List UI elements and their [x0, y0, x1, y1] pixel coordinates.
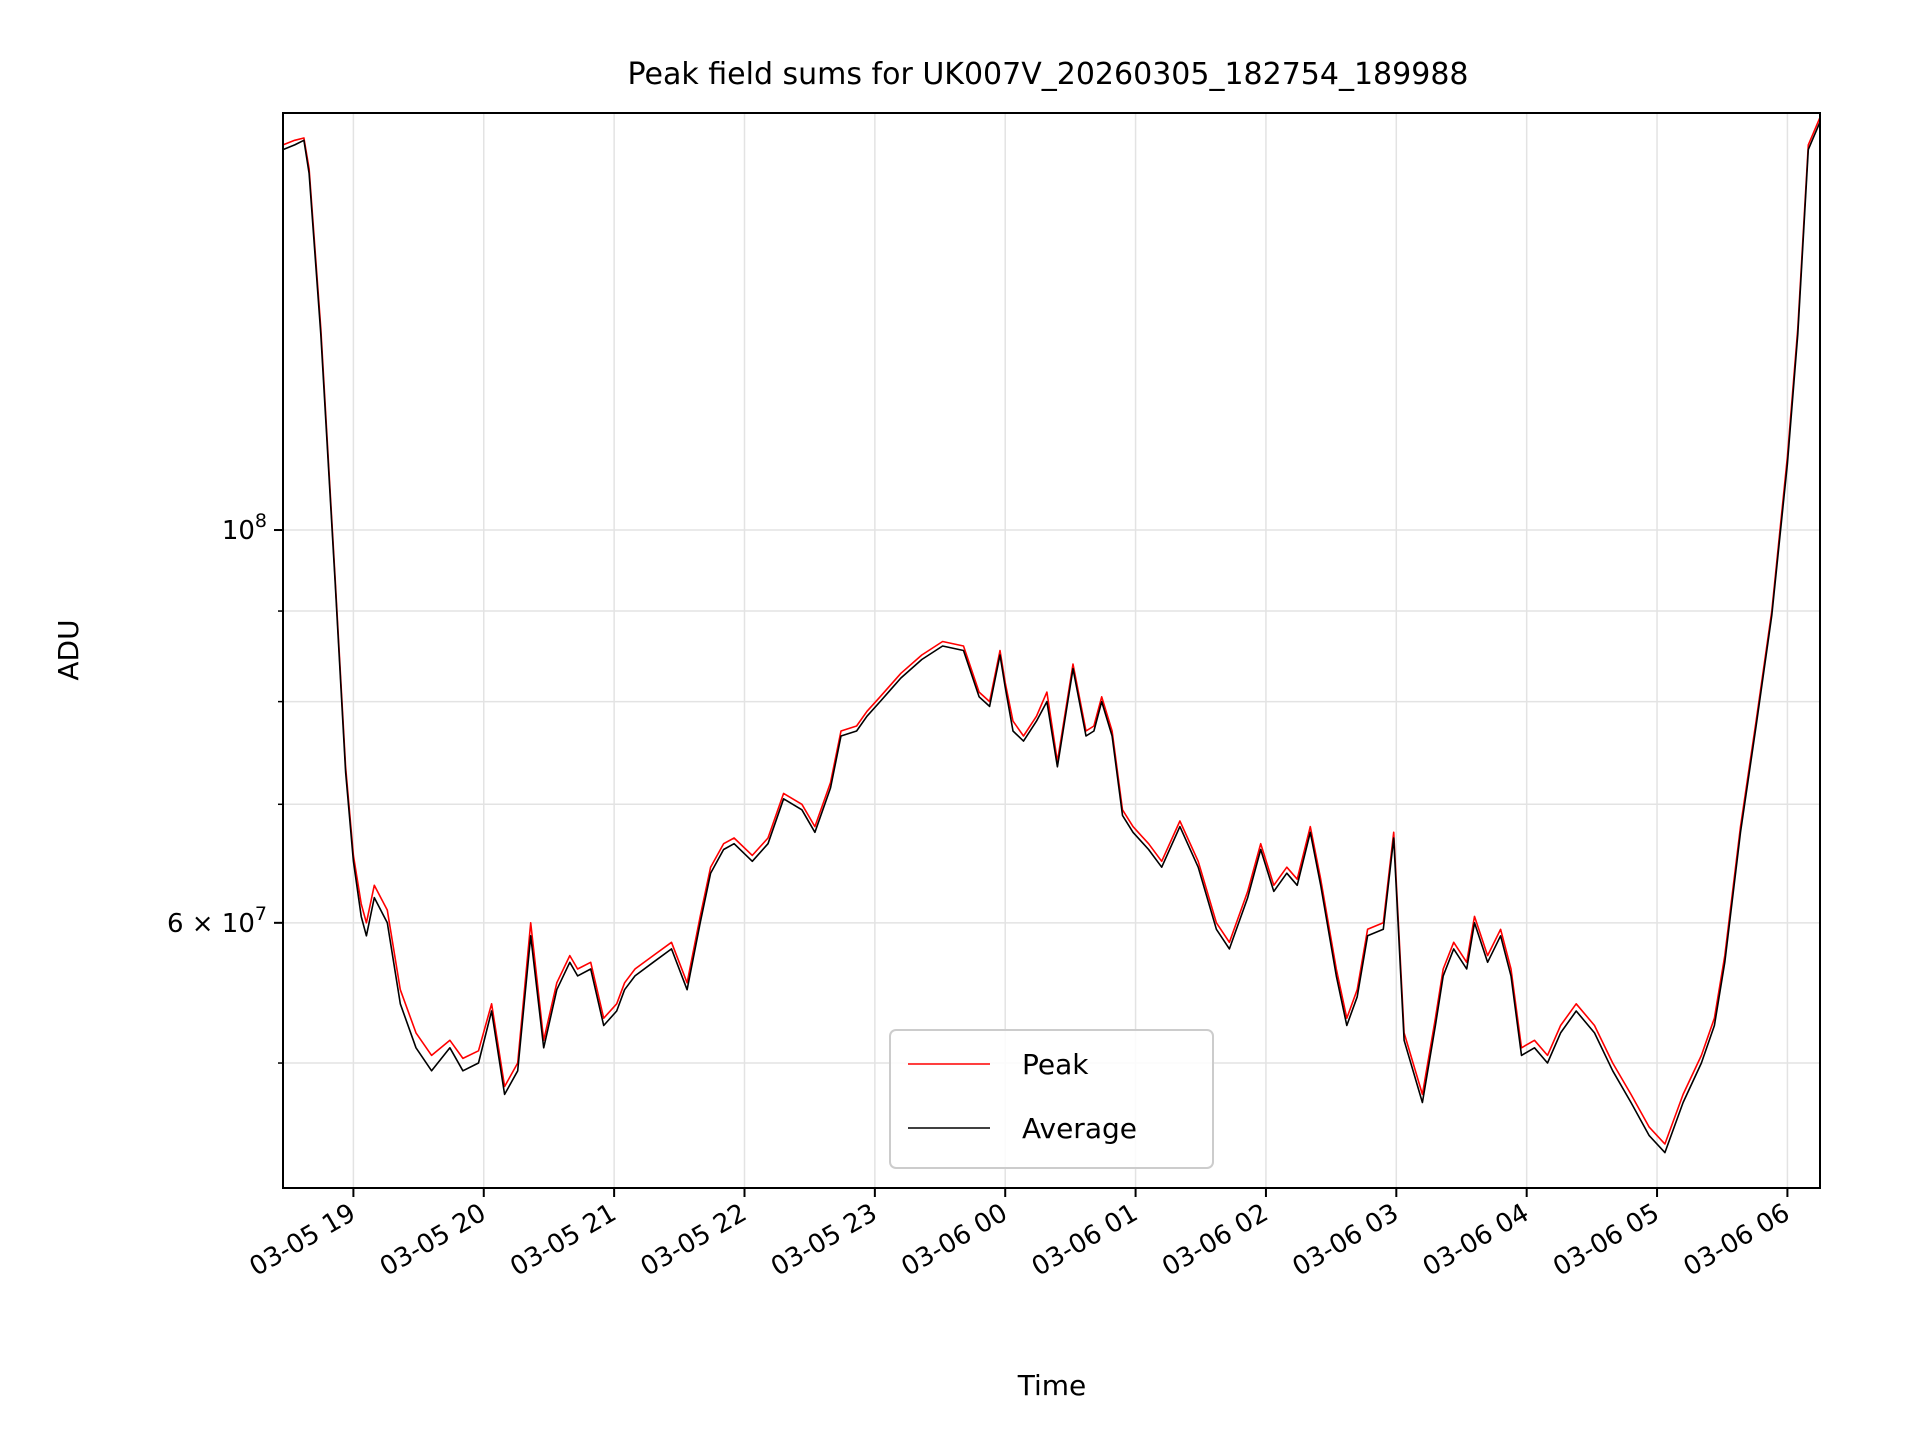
x-tick-label: 03-05 22: [636, 1198, 752, 1282]
x-tick-label: 03-06 00: [896, 1198, 1012, 1282]
x-axis: 03-05 19 03-05 20 03-05 21 03-05 22 03-05 23…: [245, 1188, 1795, 1283]
legend-label-average: Average: [1022, 1112, 1137, 1145]
series-layer: [282, 117, 1821, 1154]
x-axis-label: Time: [1017, 1369, 1087, 1402]
y-tick-label: 108: [222, 510, 267, 546]
x-tick-label: 03-05 21: [505, 1198, 621, 1282]
legend: Peak Average: [889, 1029, 1214, 1169]
y-axis-label: ADU: [52, 619, 85, 680]
x-tick-label: 03-06 06: [1679, 1198, 1795, 1282]
series-line-peak: [282, 117, 1821, 1145]
x-tick-label: 03-06 04: [1418, 1198, 1534, 1282]
x-tick-label: 03-06 02: [1157, 1198, 1273, 1282]
x-tick-label: 03-05 19: [245, 1198, 361, 1282]
x-tick-label: 03-06 01: [1027, 1198, 1143, 1282]
legend-label-peak: Peak: [1022, 1048, 1089, 1081]
x-tick-label: 03-05 20: [375, 1198, 491, 1282]
y-tick-label: 6 × 107: [167, 903, 267, 939]
chart-title: Peak field sums for UK007V_20260305_1827…: [627, 57, 1468, 92]
x-tick-label: 03-06 05: [1548, 1198, 1664, 1282]
grid-lines: [283, 113, 1820, 1188]
y-axis: 108 6 × 107: [167, 510, 283, 1064]
plot-frame: [282, 112, 1821, 1189]
series-line-average: [282, 121, 1821, 1154]
x-tick-label: 03-05 23: [766, 1198, 882, 1282]
x-tick-label: 03-06 03: [1288, 1198, 1404, 1282]
